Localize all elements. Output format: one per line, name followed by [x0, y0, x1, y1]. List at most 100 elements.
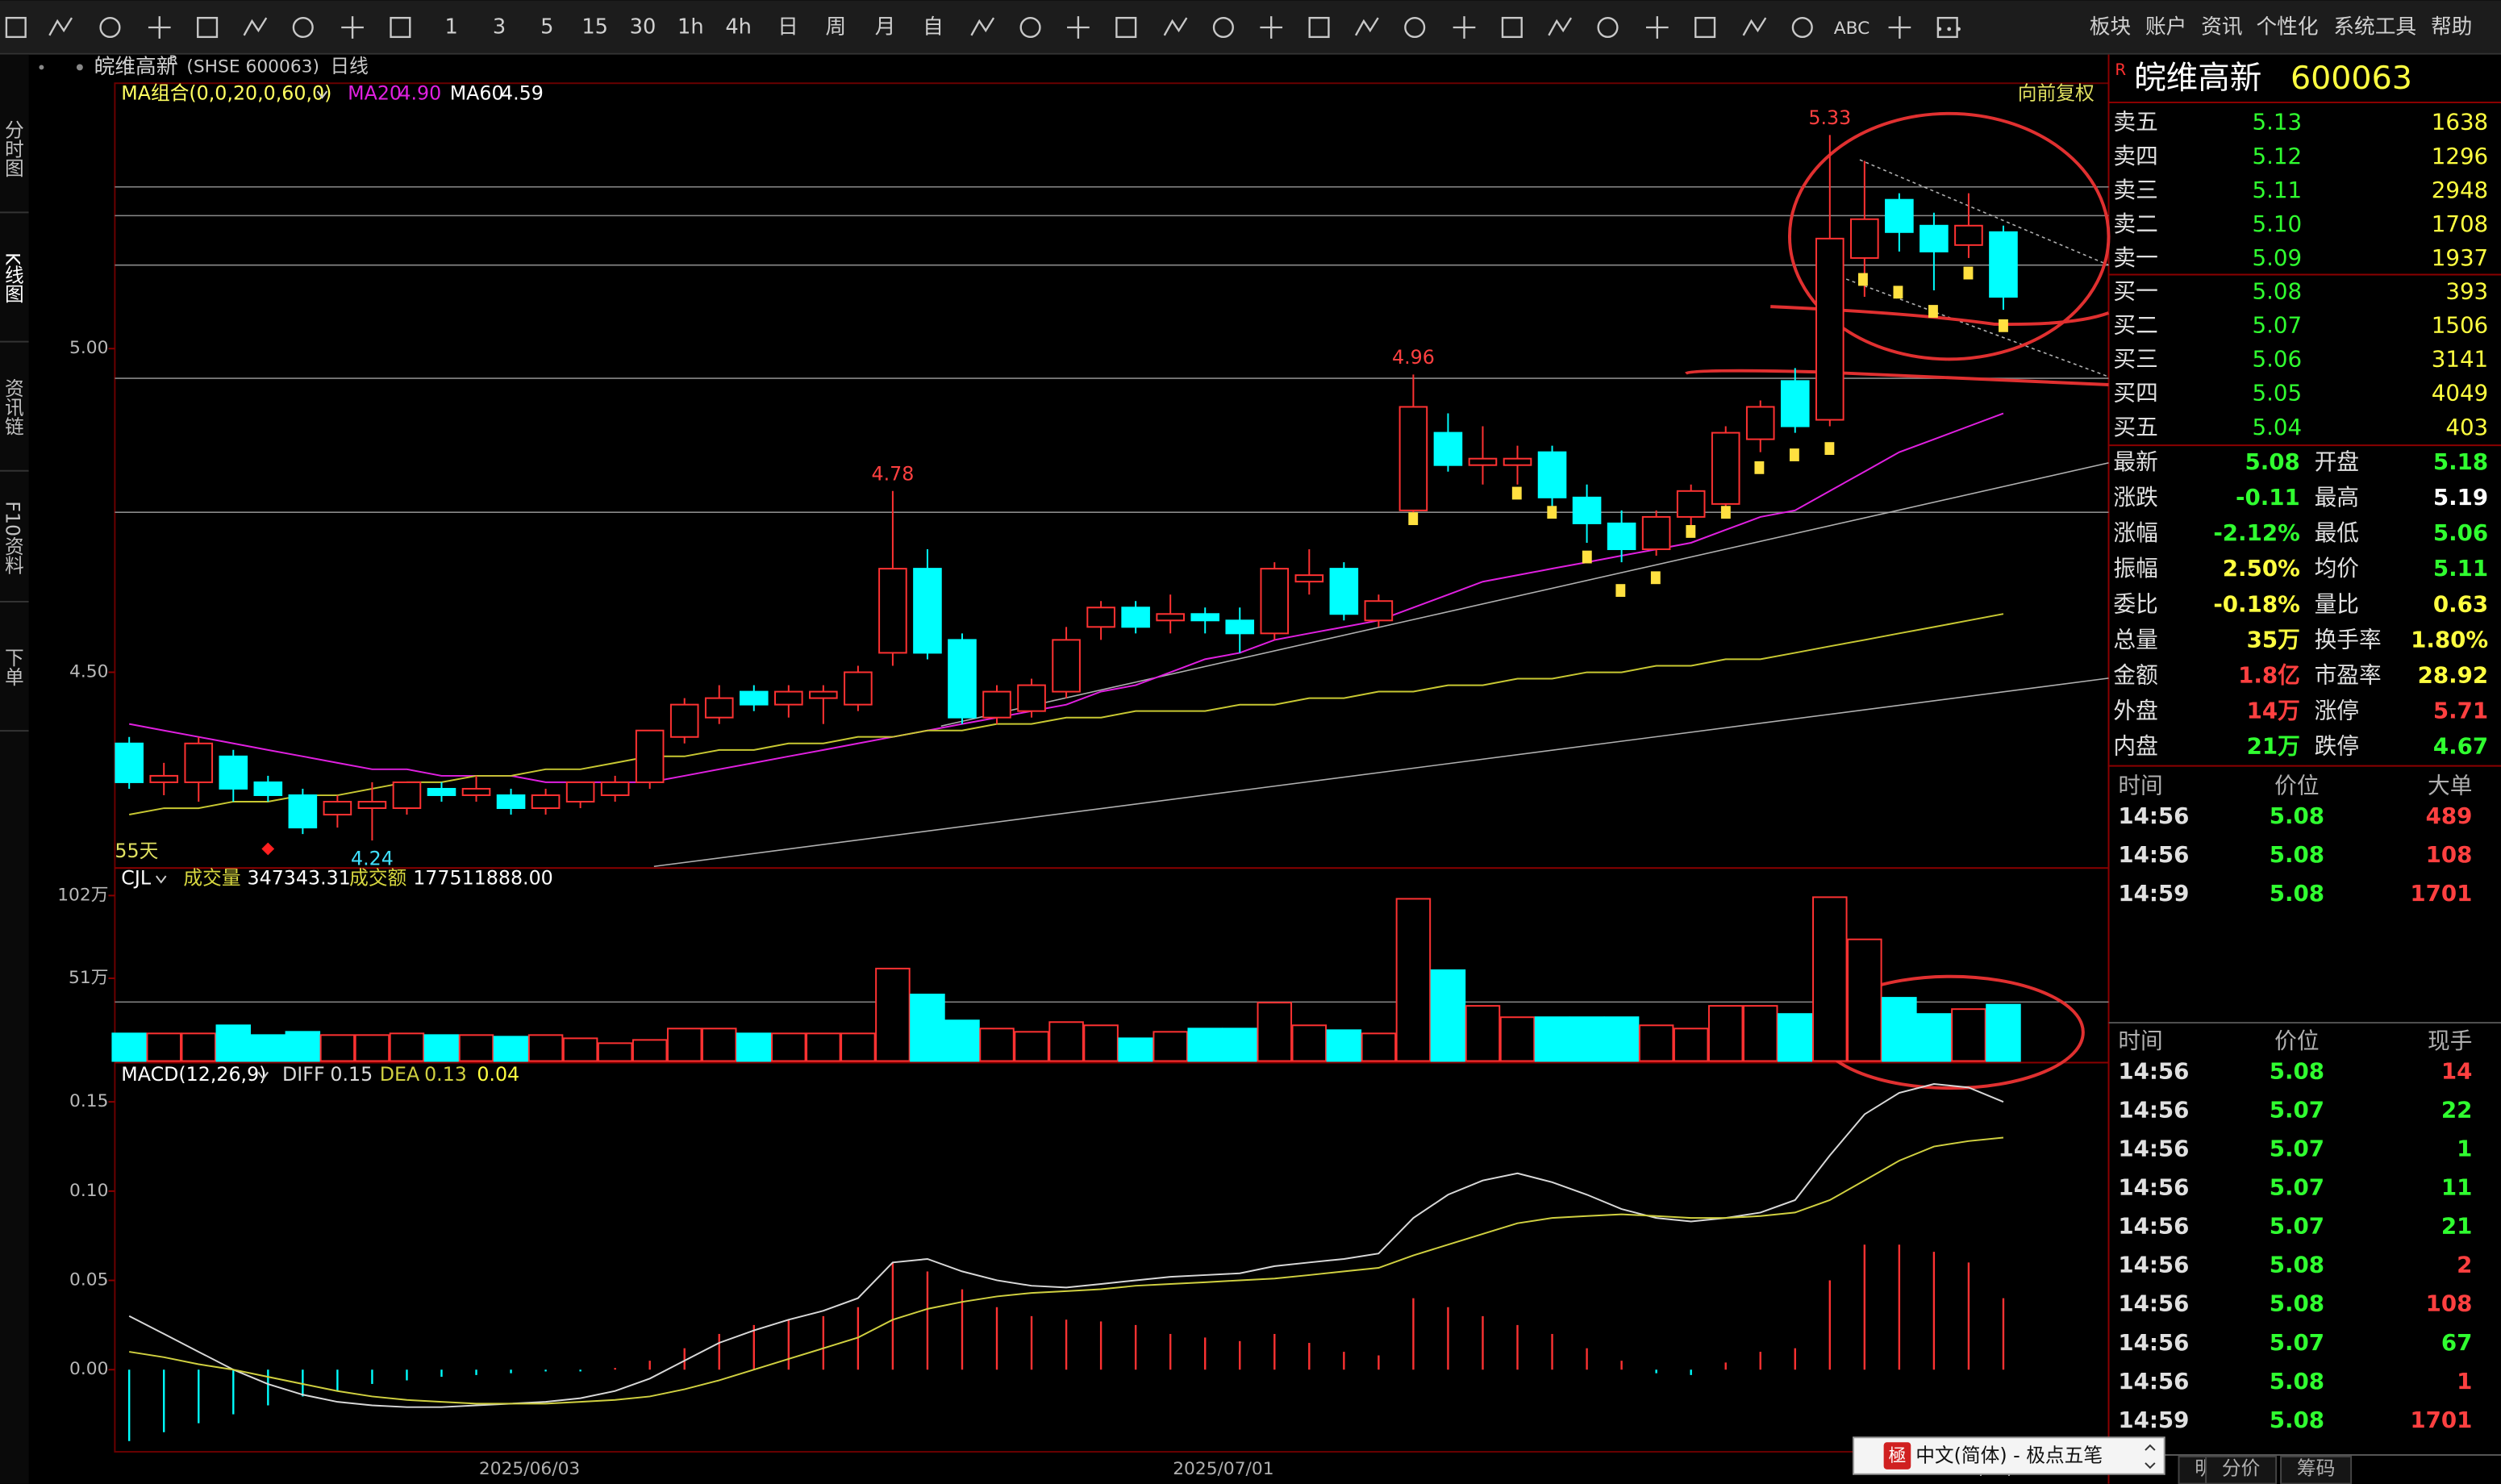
tool-icon[interactable]: [1501, 16, 1523, 39]
tool-icon[interactable]: [1212, 16, 1234, 39]
legend-value: 0.04: [477, 1063, 519, 1086]
tool-icon[interactable]: [1548, 17, 1573, 36]
tool-icon[interactable]: [1645, 16, 1669, 39]
more-icon[interactable]: [1947, 27, 1952, 31]
tool-icon[interactable]: [1597, 16, 1619, 39]
candle-body: [1468, 457, 1498, 466]
tool-icon[interactable]: [1742, 17, 1767, 36]
period-button[interactable]: 1: [445, 15, 458, 40]
period-button[interactable]: 自: [923, 15, 944, 40]
tool-icon[interactable]: [1888, 16, 1911, 39]
sidebar-tab[interactable]: 资讯链: [1, 378, 23, 436]
menu-item[interactable]: 个性化: [2256, 15, 2318, 40]
volume-bar: [1499, 1016, 1536, 1062]
volume-bar: [1742, 1005, 1778, 1062]
stat-label: 最低: [2315, 519, 2359, 546]
period-selector[interactable]: 日线: [330, 55, 368, 77]
volume-bar: [1638, 1024, 1674, 1062]
book-price: 5.13: [2252, 109, 2302, 135]
y-tick-label: 0.15: [69, 1091, 108, 1111]
stat-value: 5.19: [2433, 484, 2488, 511]
period-button[interactable]: 15: [581, 15, 608, 40]
period-button[interactable]: 30: [630, 15, 657, 40]
period-button[interactable]: 周: [825, 15, 846, 40]
tool-icon[interactable]: [1067, 16, 1090, 39]
note-icon: [1999, 319, 2008, 332]
legend-caret[interactable]: [316, 90, 328, 99]
period-button[interactable]: 月: [875, 15, 896, 40]
period-button[interactable]: 3: [493, 15, 506, 40]
tool-icon[interactable]: [148, 16, 171, 39]
menu-item[interactable]: 资讯: [2201, 15, 2242, 40]
candle-body: [1641, 515, 1671, 551]
candle-body: [323, 801, 352, 816]
trade-price: 5.08: [2270, 1407, 2324, 1433]
note-icon: [1754, 461, 1765, 474]
ime-label[interactable]: 中文(简体) - 极点五笔: [1915, 1444, 2103, 1467]
candle-body: [844, 671, 873, 706]
tool-icon[interactable]: [1163, 17, 1188, 36]
legend-caret[interactable]: [257, 1071, 269, 1080]
sidebar-tab[interactable]: 下单: [1, 648, 23, 686]
legend-value: 347343.31: [248, 867, 351, 890]
volume-bar: [562, 1037, 598, 1062]
candle-body: [1572, 496, 1602, 524]
candle-body: [531, 794, 561, 810]
period-button[interactable]: 日: [777, 15, 798, 40]
ime-arrows[interactable]: [2145, 1444, 2156, 1469]
legend-caret[interactable]: [156, 875, 167, 884]
book-label: 买三: [2113, 346, 2157, 373]
tool-icon[interactable]: [1308, 16, 1330, 39]
tab-label[interactable]: 筹码: [2297, 1457, 2335, 1479]
menu-item[interactable]: 账户: [2145, 15, 2186, 40]
tool-icon[interactable]: [970, 17, 995, 36]
candle-body: [1156, 613, 1185, 622]
volume-bar: [1222, 1028, 1257, 1062]
tab-label[interactable]: 分价: [2222, 1457, 2260, 1479]
candle-body: [774, 690, 803, 706]
tool-icon[interactable]: [1115, 16, 1137, 39]
tool-icon[interactable]: [1453, 16, 1476, 39]
tool-icon[interactable]: [292, 16, 314, 39]
table-header: 价位: [2274, 1028, 2319, 1054]
tool-icon[interactable]: [1019, 16, 1041, 39]
candle-body: [739, 690, 769, 706]
period-button[interactable]: 5: [540, 15, 553, 40]
stat-label: 均价: [2315, 555, 2359, 582]
more-icon[interactable]: [1937, 27, 1942, 31]
tool-icon[interactable]: [197, 16, 219, 39]
volume-bar: [285, 1031, 321, 1062]
menu-item[interactable]: 帮助: [2431, 15, 2472, 40]
period-button[interactable]: 1h: [677, 15, 704, 40]
note-icon: [1928, 305, 1938, 318]
tool-icon[interactable]: [243, 17, 268, 36]
menu-item[interactable]: 系统工具: [2333, 15, 2416, 40]
note-icon: [1511, 486, 1522, 500]
tool-icon[interactable]: [1404, 16, 1426, 39]
tool-icon[interactable]: [1260, 16, 1283, 39]
trade-qty: 1701: [2410, 1407, 2472, 1433]
volume-bar: [701, 1028, 737, 1062]
tool-icon[interactable]: [1936, 16, 1958, 39]
more-icon[interactable]: [1957, 27, 1961, 31]
tool-icon[interactable]: [390, 16, 411, 39]
adjust-mode[interactable]: 向前复权: [2018, 82, 2095, 105]
volume-bar: [1153, 1031, 1188, 1062]
trade-time: 14:56: [2118, 802, 2189, 829]
tool-icon[interactable]: [99, 16, 121, 39]
tool-icon[interactable]: [48, 17, 73, 36]
volume-bar: [1673, 1028, 1709, 1062]
sidebar-tab[interactable]: K线图: [1, 252, 23, 303]
note-icon: [1547, 506, 1557, 519]
period-button[interactable]: 4h: [725, 15, 752, 40]
tool-icon[interactable]: [341, 16, 364, 39]
sidebar-tab[interactable]: 分时图: [1, 120, 23, 177]
menu-item[interactable]: 板块: [2090, 15, 2131, 40]
text-tool[interactable]: ABC: [1834, 19, 1870, 39]
tool-icon[interactable]: [1354, 17, 1379, 36]
tool-icon[interactable]: [5, 16, 27, 39]
trade-price: 5.07: [2270, 1213, 2324, 1240]
tool-icon[interactable]: [1791, 16, 1813, 39]
tool-icon[interactable]: [1694, 16, 1716, 39]
sidebar-tab[interactable]: F10资料: [1, 501, 23, 574]
